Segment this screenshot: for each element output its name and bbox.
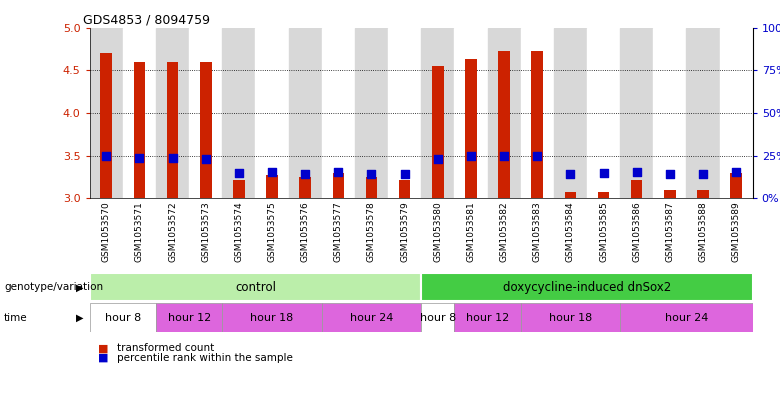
Bar: [355, 28, 388, 198]
Text: genotype/variation: genotype/variation: [4, 282, 103, 292]
Bar: [454, 303, 521, 332]
Text: hour 8: hour 8: [105, 312, 141, 323]
Bar: [366, 177, 378, 198]
Bar: [90, 28, 123, 198]
Bar: [465, 59, 477, 198]
Bar: [222, 28, 256, 198]
Point: [100, 153, 112, 159]
Bar: [521, 303, 620, 332]
Text: ■: ■: [98, 353, 108, 363]
Bar: [156, 303, 222, 332]
Point: [399, 171, 411, 177]
Bar: [189, 28, 222, 198]
Bar: [321, 303, 421, 332]
Bar: [498, 51, 510, 198]
Bar: [421, 273, 753, 301]
Bar: [255, 28, 289, 198]
Bar: [388, 28, 421, 198]
Text: time: time: [4, 312, 27, 323]
Point: [697, 171, 709, 177]
Bar: [266, 174, 278, 198]
Bar: [521, 28, 554, 198]
Bar: [289, 28, 321, 198]
Bar: [90, 273, 421, 301]
Bar: [620, 28, 653, 198]
Point: [564, 171, 576, 177]
Bar: [321, 28, 355, 198]
Point: [266, 169, 278, 176]
Text: hour 12: hour 12: [168, 312, 211, 323]
Bar: [90, 303, 156, 332]
Point: [332, 168, 345, 174]
Point: [597, 170, 610, 176]
Text: hour 12: hour 12: [466, 312, 509, 323]
Bar: [332, 173, 344, 198]
Text: hour 18: hour 18: [549, 312, 592, 323]
Bar: [597, 192, 609, 198]
Text: ▶: ▶: [76, 312, 83, 323]
Bar: [101, 53, 112, 198]
Bar: [167, 62, 179, 198]
Text: doxycycline-induced dnSox2: doxycycline-induced dnSox2: [503, 281, 671, 294]
Text: control: control: [235, 281, 276, 294]
Point: [365, 171, 378, 177]
Bar: [222, 303, 321, 332]
Bar: [200, 62, 211, 198]
Point: [431, 156, 444, 162]
Bar: [631, 180, 643, 198]
Bar: [654, 28, 686, 198]
Bar: [730, 173, 742, 198]
Point: [531, 153, 544, 159]
Text: hour 24: hour 24: [349, 312, 393, 323]
Bar: [686, 28, 719, 198]
Bar: [156, 28, 189, 198]
Bar: [620, 303, 753, 332]
Bar: [454, 28, 488, 198]
Bar: [399, 180, 410, 198]
Bar: [531, 51, 543, 198]
Text: hour 8: hour 8: [420, 312, 456, 323]
Text: hour 24: hour 24: [665, 312, 708, 323]
Text: percentile rank within the sample: percentile rank within the sample: [117, 353, 292, 363]
Bar: [300, 177, 311, 198]
Bar: [432, 66, 444, 198]
Bar: [697, 190, 709, 198]
Text: ▶: ▶: [76, 282, 83, 292]
Bar: [719, 28, 753, 198]
Point: [498, 153, 510, 159]
Text: hour 18: hour 18: [250, 312, 293, 323]
Point: [465, 153, 477, 159]
Point: [730, 168, 743, 174]
Bar: [488, 28, 521, 198]
Bar: [554, 28, 587, 198]
Bar: [421, 303, 454, 332]
Bar: [587, 28, 620, 198]
Point: [166, 155, 179, 161]
Point: [133, 155, 146, 161]
Point: [299, 171, 311, 177]
Point: [200, 156, 212, 162]
Bar: [123, 28, 156, 198]
Text: GDS4853 / 8094759: GDS4853 / 8094759: [83, 13, 210, 26]
Point: [664, 171, 676, 177]
Bar: [565, 192, 576, 198]
Point: [630, 169, 643, 176]
Point: [232, 170, 245, 176]
Bar: [421, 28, 454, 198]
Bar: [233, 180, 245, 198]
Bar: [664, 190, 675, 198]
Text: transformed count: transformed count: [117, 343, 215, 353]
Bar: [133, 62, 145, 198]
Text: ■: ■: [98, 343, 108, 353]
